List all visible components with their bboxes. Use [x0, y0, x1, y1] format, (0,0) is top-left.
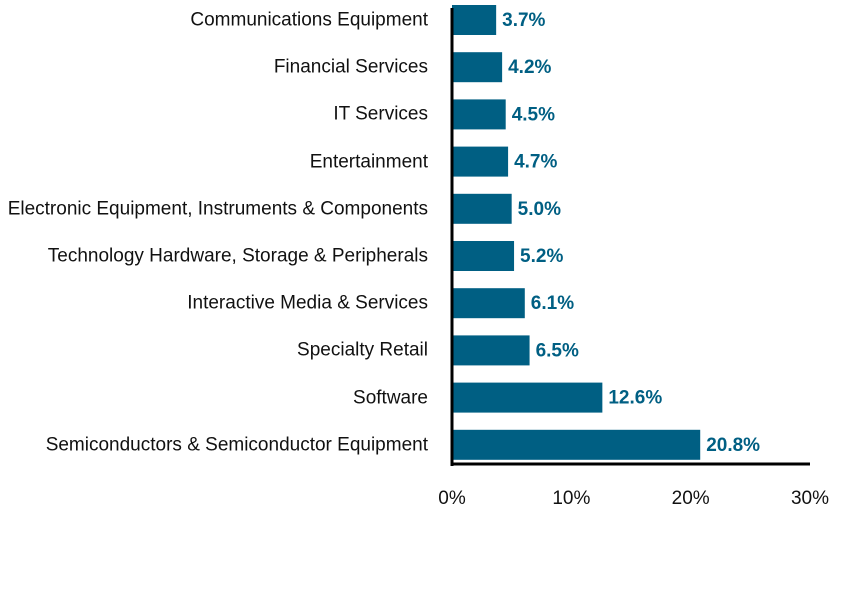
bar [452, 241, 515, 271]
bar [452, 288, 525, 319]
bar [452, 52, 503, 83]
y-tick-label: IT Services [333, 103, 428, 125]
value-label: 12.6% [608, 388, 662, 409]
value-label: 6.5% [536, 340, 579, 361]
x-tick-label: 20% [672, 488, 710, 509]
y-tick-label: Financial Services [273, 56, 428, 78]
value-label: 6.1% [531, 293, 574, 314]
bar [452, 335, 530, 366]
bar [452, 5, 497, 35]
x-tick-label: 0% [438, 488, 466, 509]
bar [452, 99, 506, 130]
value-label: 4.5% [512, 104, 555, 125]
value-label: 5.0% [518, 199, 561, 220]
value-label: 3.7% [502, 10, 545, 31]
y-tick-label: Communications Equipment [190, 9, 428, 31]
y-tick-label: Semiconductors & Semiconductor Equipment [45, 434, 428, 456]
y-tick-label: Software [353, 387, 428, 409]
x-tick-label: 30% [791, 488, 829, 509]
y-tick-label: Technology Hardware, Storage & Periphera… [47, 245, 428, 267]
bar [452, 146, 509, 177]
value-label: 5.2% [520, 246, 563, 267]
value-label: 4.7% [514, 152, 557, 173]
value-label: 20.8% [706, 435, 760, 456]
bar [452, 193, 512, 224]
y-tick-label: Entertainment [309, 151, 428, 173]
x-tick-label: 10% [552, 488, 590, 509]
bar [452, 382, 603, 413]
bar [452, 429, 701, 460]
value-label: 4.2% [508, 57, 551, 78]
y-tick-label: Electronic Equipment, Instruments & Comp… [7, 198, 428, 220]
y-tick-label: Interactive Media & Services [187, 292, 428, 314]
y-tick-label: Specialty Retail [297, 339, 428, 361]
